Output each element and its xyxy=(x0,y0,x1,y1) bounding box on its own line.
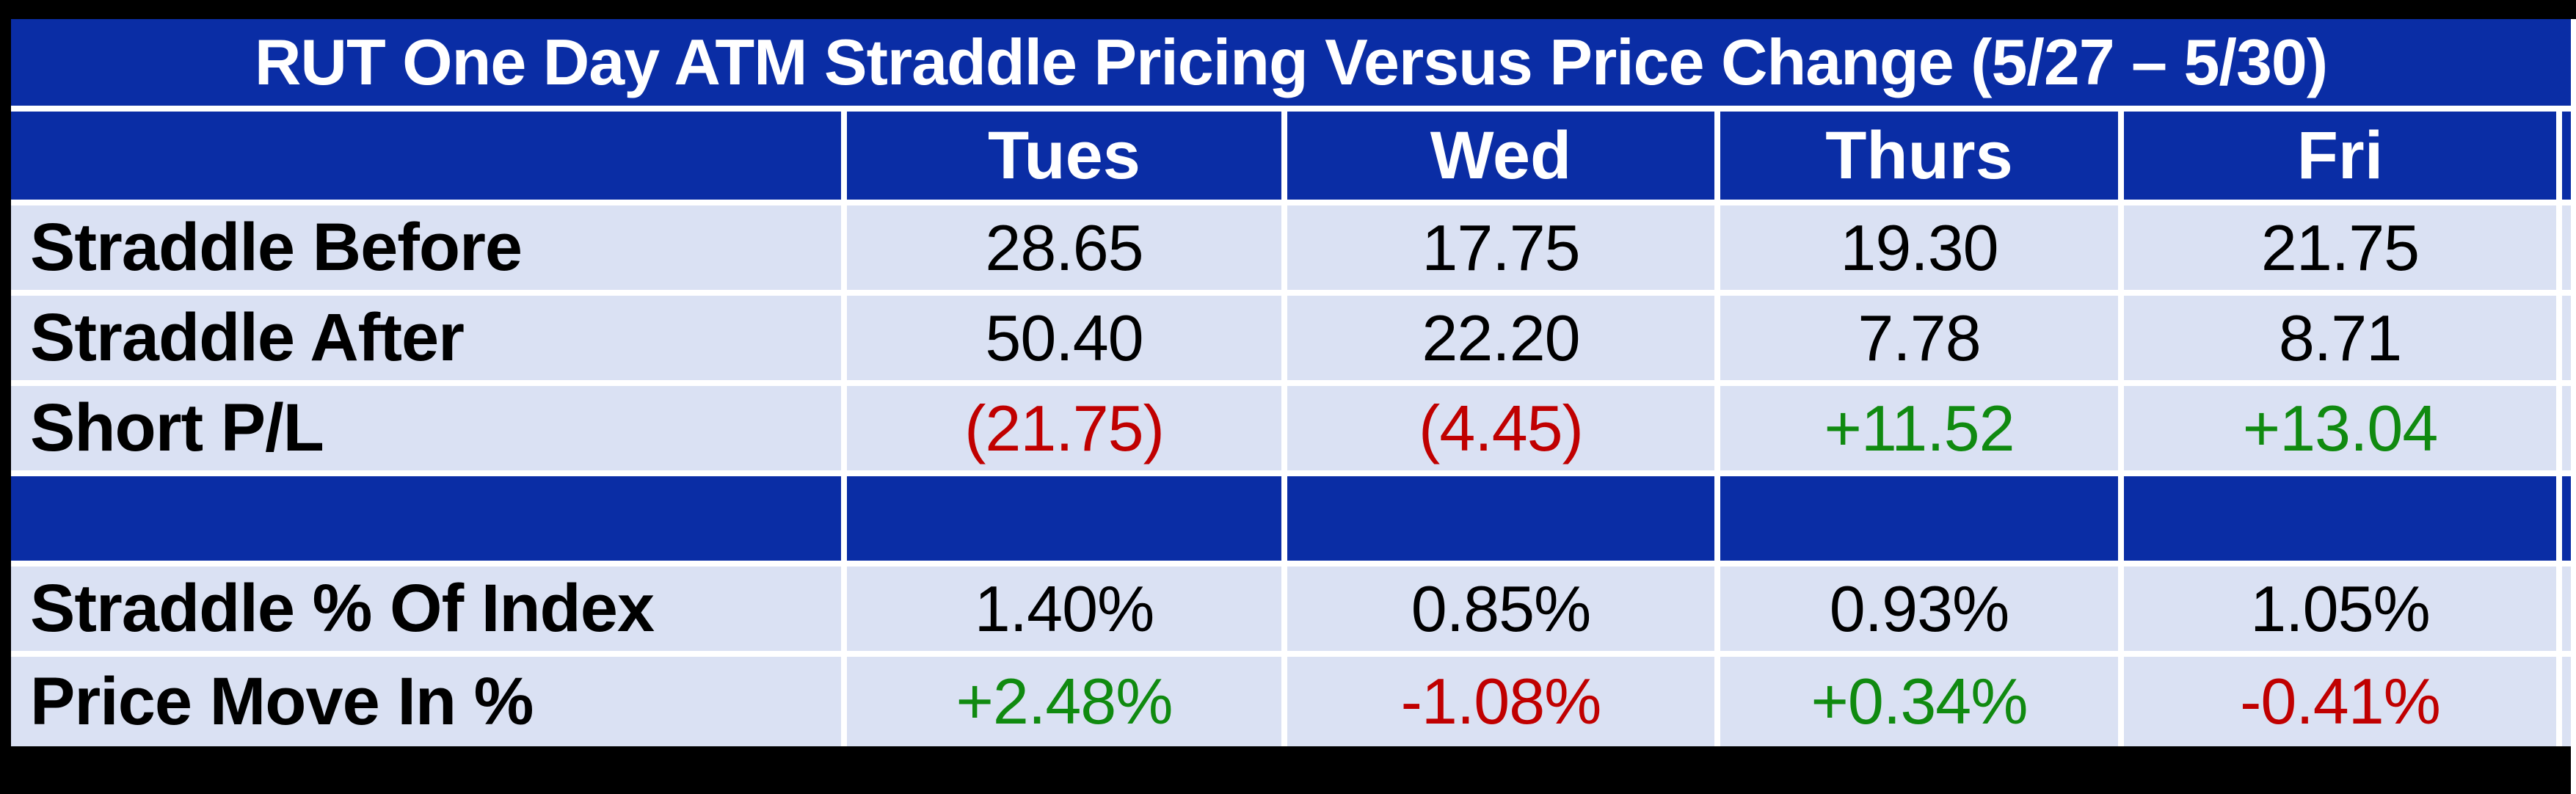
row-label-price-move-in-pct: Price Move In % xyxy=(11,657,841,746)
cell-straddle-after-fri: 8.71 xyxy=(2124,296,2556,380)
cell-straddle-after-tues: 50.40 xyxy=(847,296,1281,380)
table-title: RUT One Day ATM Straddle Pricing Versus … xyxy=(11,19,2571,106)
sliver-cell xyxy=(2562,205,2571,290)
cell-price-move-fri: -0.41% xyxy=(2124,657,2556,746)
cell-short-pl-thurs: +11.52 xyxy=(1720,386,2118,470)
spacer-row-cell-fri xyxy=(2124,476,2556,561)
col-header-thurs: Thurs xyxy=(1720,112,2118,200)
cell-straddle-before-wed: 17.75 xyxy=(1287,205,1714,290)
header-corner-cell xyxy=(11,112,841,200)
row-label-straddle-pct-of-index: Straddle % Of Index xyxy=(11,567,841,651)
sliver-cell xyxy=(2562,386,2571,470)
cell-short-pl-wed: (4.45) xyxy=(1287,386,1714,470)
cell-straddle-pct-wed: 0.85% xyxy=(1287,567,1714,651)
spacer-row-cell-wed xyxy=(1287,476,1714,561)
spacer-row-cell-thurs xyxy=(1720,476,2118,561)
spacer-row-cell-tues xyxy=(847,476,1281,561)
cell-price-move-thurs: +0.34% xyxy=(1720,657,2118,746)
row-label-straddle-before: Straddle Before xyxy=(11,205,841,290)
cell-straddle-pct-fri: 1.05% xyxy=(2124,567,2556,651)
col-header-wed: Wed xyxy=(1287,112,1714,200)
straddle-pricing-table: RUT One Day ATM Straddle Pricing Versus … xyxy=(11,19,2571,746)
spacer-row-sliver-cell xyxy=(2562,476,2571,561)
right-edge-strip xyxy=(2571,19,2576,794)
cell-price-move-wed: -1.08% xyxy=(1287,657,1714,746)
cell-straddle-before-thurs: 19.30 xyxy=(1720,205,2118,290)
cell-straddle-pct-tues: 1.40% xyxy=(847,567,1281,651)
col-header-tues: Tues xyxy=(847,112,1281,200)
cell-straddle-pct-thurs: 0.93% xyxy=(1720,567,2118,651)
spacer-row-label-cell xyxy=(11,476,841,561)
row-label-straddle-after: Straddle After xyxy=(11,296,841,380)
cell-short-pl-tues: (21.75) xyxy=(847,386,1281,470)
sliver-cell xyxy=(2562,296,2571,380)
cell-short-pl-fri: +13.04 xyxy=(2124,386,2556,470)
cell-straddle-after-wed: 22.20 xyxy=(1287,296,1714,380)
sliver-cell xyxy=(2562,657,2571,746)
sliver-cell xyxy=(2562,567,2571,651)
cell-straddle-before-fri: 21.75 xyxy=(2124,205,2556,290)
header-sliver-cell xyxy=(2562,112,2571,200)
row-label-short-pl: Short P/L xyxy=(11,386,841,470)
cell-straddle-after-thurs: 7.78 xyxy=(1720,296,2118,380)
cell-straddle-before-tues: 28.65 xyxy=(847,205,1281,290)
col-header-fri: Fri xyxy=(2124,112,2556,200)
cell-price-move-tues: +2.48% xyxy=(847,657,1281,746)
